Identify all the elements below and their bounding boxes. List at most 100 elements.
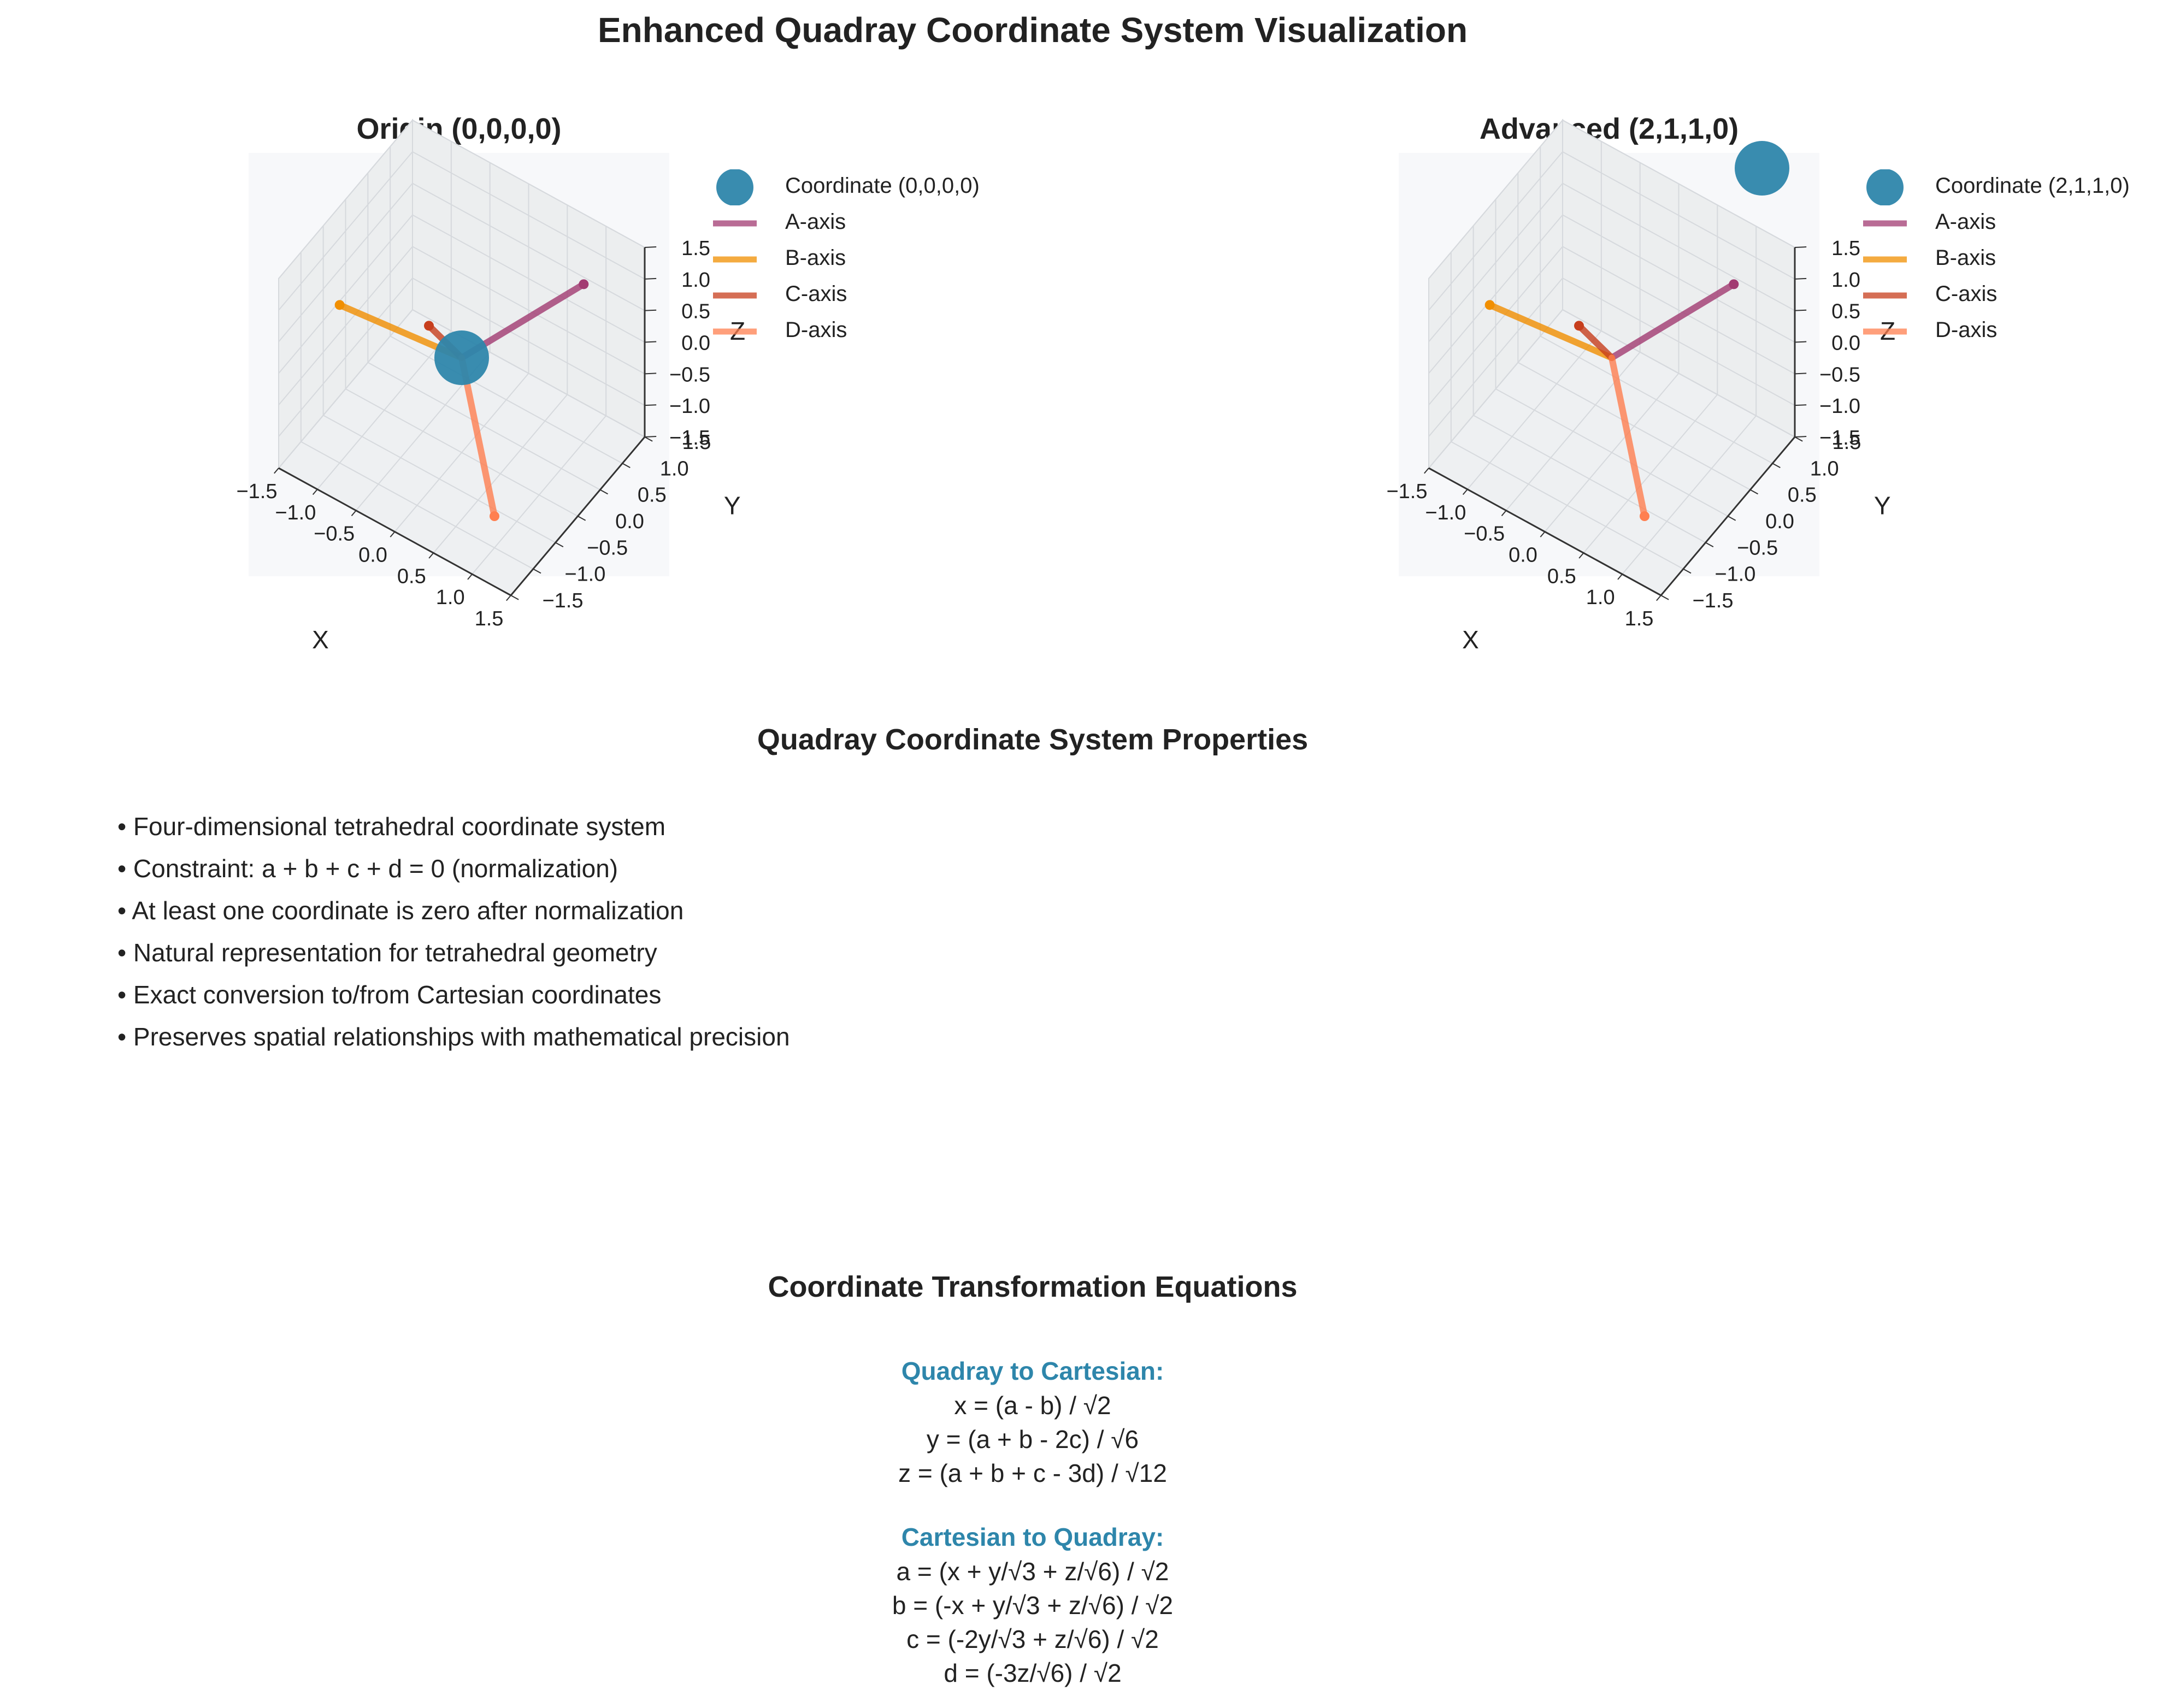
grid-line xyxy=(412,120,645,248)
panel-title-advanced: Advanced (2,1,1,0) xyxy=(1479,113,1739,145)
panel-title-origin: Origin (0,0,0,0) xyxy=(356,113,562,145)
z-tick-label: −1.0 xyxy=(1819,395,1860,418)
y-tick xyxy=(578,516,586,521)
line-marker-icon xyxy=(713,328,757,335)
to-quadray-heading: Cartesian to Quadray: xyxy=(901,1523,1164,1551)
x-tick-label: −0.5 xyxy=(314,523,355,546)
y-tick xyxy=(1772,463,1781,468)
x-tick xyxy=(1501,510,1507,516)
y-tick xyxy=(533,568,541,574)
x-tick-label: 0.0 xyxy=(1509,544,1537,567)
z-tick-label: 1.5 xyxy=(681,237,710,260)
property-item: • At least one coordinate is zero after … xyxy=(117,896,684,925)
y-tick-label: 1.5 xyxy=(1833,431,1861,454)
line-marker-icon xyxy=(1863,328,1907,335)
x-tick-label: 1.5 xyxy=(475,607,504,630)
d-axisline xyxy=(1609,354,1648,519)
legend-label: A-axis xyxy=(1935,210,1996,234)
c-axisline xyxy=(1576,322,1615,361)
b-axistip xyxy=(1484,300,1495,310)
legend-label: D-axis xyxy=(1935,318,1998,342)
y-tick-label: 1.0 xyxy=(660,457,689,480)
grid-line xyxy=(412,309,645,438)
z-tick xyxy=(644,373,657,375)
d-axistip xyxy=(1640,511,1649,521)
z-tick-label: −1.0 xyxy=(669,395,710,418)
a-axisline xyxy=(1609,281,1737,361)
z-tick-label: −0.5 xyxy=(1819,363,1860,386)
plot-advanced: −1.5−1.0−0.50.00.51.01.5−1.5−1.0−0.50.00… xyxy=(1386,119,1895,654)
axes-group: −1.5−1.0−0.50.00.51.01.5−1.5−1.0−0.50.00… xyxy=(236,119,745,654)
properties-title: Quadray Coordinate System Properties xyxy=(757,723,1309,756)
z-tick-label: 1.5 xyxy=(1831,237,1860,260)
x-tick xyxy=(1656,595,1661,601)
x-tick-label: 0.5 xyxy=(397,565,426,588)
y-tick-label: −0.5 xyxy=(1737,536,1778,559)
x-axis-label: X xyxy=(312,625,329,654)
property-item: • Preserves spatial relationships with m… xyxy=(117,1023,790,1051)
x-tick-label: 1.5 xyxy=(1625,607,1654,630)
y-tick-label: 0.5 xyxy=(638,484,667,507)
legend-label: D-axis xyxy=(785,318,847,342)
data-point xyxy=(434,330,489,385)
line-marker-icon xyxy=(1863,256,1907,263)
legend-label: Coordinate (0,0,0,0) xyxy=(785,174,980,198)
grid-line xyxy=(278,120,413,279)
y-tick-label: −1.5 xyxy=(542,589,583,612)
z-tick-label: 1.0 xyxy=(681,269,710,292)
x-tick xyxy=(1540,531,1546,537)
y-tick xyxy=(599,489,608,495)
y-tick xyxy=(1749,489,1758,495)
d-axistip xyxy=(490,511,499,521)
y-tick xyxy=(510,595,519,600)
equations-block: Quadray to Cartesian: x = (a - b) / √2 y… xyxy=(759,1354,1306,1690)
y-tick xyxy=(644,436,653,442)
line-marker-icon xyxy=(1863,220,1907,227)
equation-line: c = (-2y/√3 + z/√6) / √2 xyxy=(906,1625,1159,1653)
grid-line xyxy=(412,151,645,280)
y-tick xyxy=(1683,568,1692,574)
equation-line: y = (a + b - 2c) / √6 xyxy=(926,1425,1139,1453)
y-tick-label: −1.0 xyxy=(564,563,605,586)
a-axistip xyxy=(579,279,589,289)
legend-label: B-axis xyxy=(785,246,846,270)
property-item: • Natural representation for tetrahedral… xyxy=(117,938,657,967)
equations-title: Coordinate Transformation Equations xyxy=(768,1270,1298,1303)
line-marker-icon xyxy=(1863,292,1907,299)
x-tick-label: −0.5 xyxy=(1464,523,1505,546)
y-tick-label: 0.0 xyxy=(1765,510,1794,533)
legend-label: C-axis xyxy=(785,282,847,306)
c-axistip xyxy=(1574,321,1584,331)
x-tick xyxy=(1424,468,1429,474)
legend-label: Coordinate (2,1,1,0) xyxy=(1935,174,2130,198)
z-tick-label: −1.5 xyxy=(669,427,710,450)
c-axistip xyxy=(424,321,434,331)
plot-origin: −1.5−1.0−0.50.00.51.01.5−1.5−1.0−0.50.00… xyxy=(236,119,745,654)
b-axistip xyxy=(334,300,345,310)
x-tick-label: −1.0 xyxy=(275,501,316,524)
x-tick-label: 0.5 xyxy=(1547,565,1576,588)
x-tick xyxy=(312,489,318,495)
x-tick xyxy=(274,468,279,474)
y-tick-label: 0.0 xyxy=(615,510,644,533)
y-tick-label: 1.5 xyxy=(682,431,711,454)
properties-list: • Four-dimensional tetrahedral coordinat… xyxy=(117,806,790,1058)
x-tick-label: 1.0 xyxy=(436,586,465,609)
x-tick xyxy=(351,510,357,516)
x-tick xyxy=(1578,552,1584,559)
y-tick xyxy=(1705,542,1714,547)
legend-label: A-axis xyxy=(785,210,846,234)
z-tick-label: 0.0 xyxy=(1831,332,1860,355)
x-tick xyxy=(506,595,511,601)
equation-line: b = (-x + y/√3 + z/√6) / √2 xyxy=(892,1591,1174,1620)
property-item: • Exact conversion to/from Cartesian coo… xyxy=(117,980,662,1009)
x-axis-label: X xyxy=(1462,625,1479,654)
equation-line: d = (-3z/√6) / √2 xyxy=(944,1659,1122,1687)
line-marker-icon xyxy=(713,292,757,299)
y-tick-label: 0.5 xyxy=(1788,484,1817,507)
y-tick-label: −1.5 xyxy=(1692,589,1733,612)
axes-group: −1.5−1.0−0.50.00.51.01.5−1.5−1.0−0.50.00… xyxy=(1386,119,1895,654)
x-tick xyxy=(428,552,434,559)
b-axisline xyxy=(1486,302,1615,361)
y-tick-label: −1.0 xyxy=(1714,563,1755,586)
